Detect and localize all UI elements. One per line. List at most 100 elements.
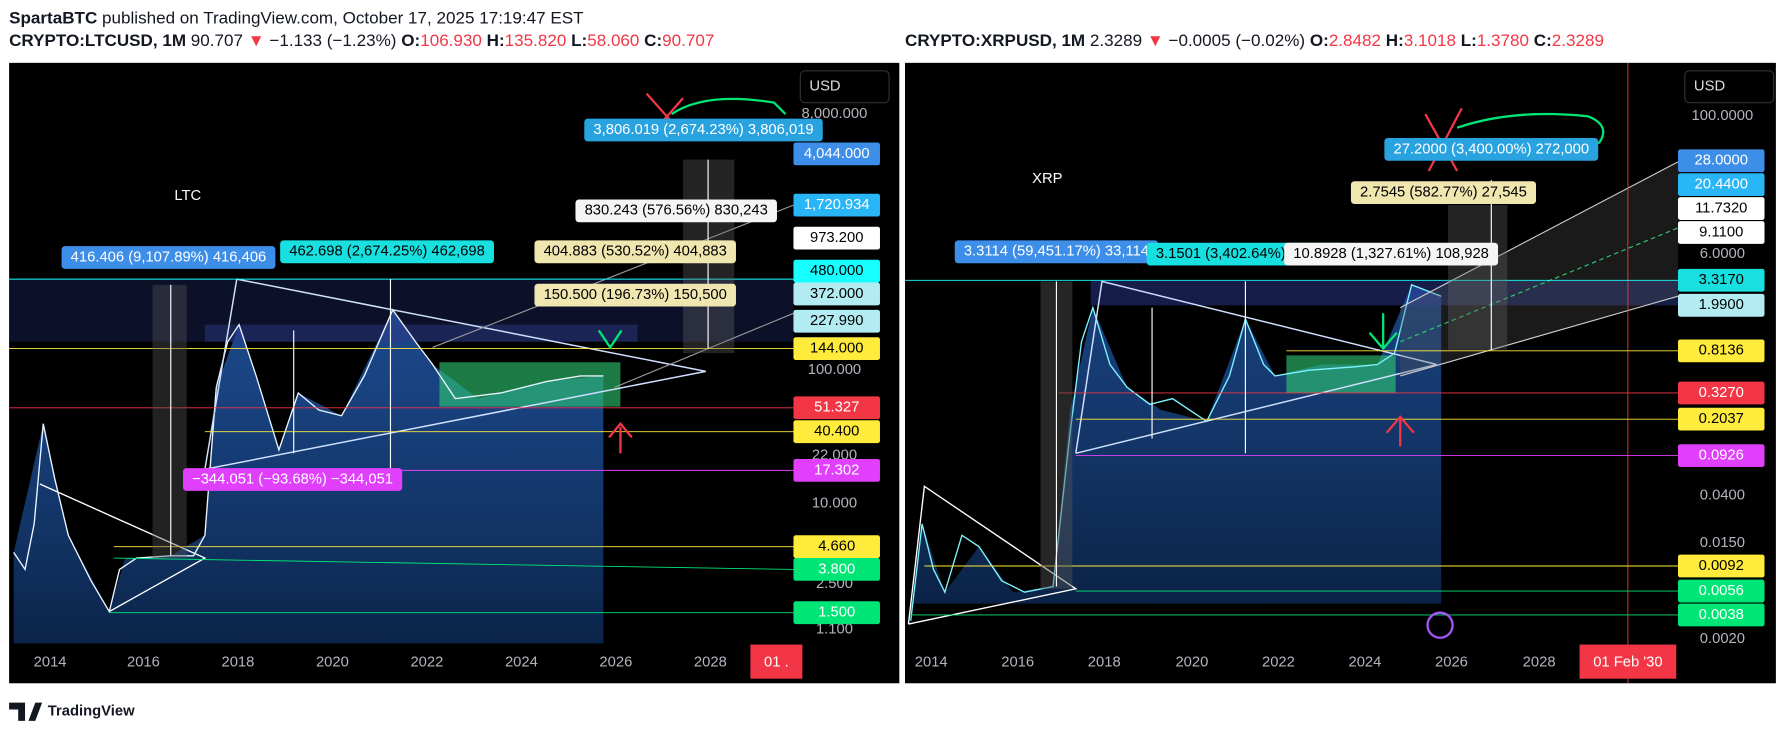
year-label: 2022: [410, 655, 443, 671]
measure-label: 150.500 (196.73%) 150,500: [544, 287, 727, 303]
year-label: 2014: [34, 655, 67, 671]
ohlc-value: 135.820: [505, 31, 567, 50]
year-label: 2024: [505, 655, 538, 671]
ohlc-value: 106.930: [420, 31, 482, 50]
price-tag-bg: [793, 142, 880, 166]
channel: [614, 312, 794, 388]
price-tag: 9.1100: [1699, 224, 1743, 240]
currency-button[interactable]: [1684, 70, 1775, 104]
channel: [1400, 227, 1679, 343]
ohlc-label: C:: [1534, 31, 1552, 50]
measure-zone: [1448, 205, 1508, 350]
change-arrow: ▼: [1147, 31, 1164, 50]
ohlc-value: 3.1018: [1404, 31, 1456, 50]
change-arrow: ▼: [248, 31, 265, 50]
year-label: 2022: [1262, 655, 1295, 671]
asset-name: XRP: [1032, 171, 1063, 187]
measure-box: [280, 240, 494, 264]
price-tag-bg: [793, 282, 880, 306]
price-tag: 0.0092: [1699, 558, 1744, 574]
price-tag: 1,720.934: [804, 197, 870, 213]
arrow: [1385, 415, 1415, 434]
price-scale-label: 1.100: [816, 622, 853, 638]
symbol: CRYPTO:XRPUSD, 1M: [905, 31, 1085, 50]
time-tag: 01 .: [764, 655, 789, 671]
triangle: [204, 278, 706, 470]
price-tag-bg: [1677, 603, 1765, 627]
price-tag-bg: [1677, 444, 1765, 467]
year-label: 2016: [1001, 655, 1034, 671]
year-label: 2026: [1435, 655, 1468, 671]
price-tag: 3.800: [818, 561, 855, 577]
channel: [1400, 161, 1678, 376]
footer-brand: TradingView: [48, 704, 135, 720]
ohlc-label: H:: [487, 31, 505, 50]
year-label: 2028: [694, 655, 727, 671]
xrp-drawings: [905, 62, 1679, 684]
measure-zone: [152, 284, 187, 559]
currency: USD: [1694, 79, 1725, 95]
ohlc-label: H:: [1386, 31, 1404, 50]
price-tag: 227.990: [810, 313, 863, 329]
price-tag: 3.3170: [1699, 272, 1744, 288]
ohlc-label: O:: [1310, 31, 1329, 50]
price-line: [910, 283, 1442, 621]
zone: [1090, 280, 1678, 306]
level: [113, 557, 794, 570]
change: −1.133 (−1.23%): [269, 31, 396, 50]
measure-box: [954, 240, 1159, 264]
year-label: 2024: [1348, 655, 1381, 671]
price-tag-bg: [793, 193, 880, 217]
price-scale-label: 0.0020: [1700, 631, 1745, 647]
price-tag: 40.400: [814, 424, 859, 440]
logo: TradingView: [9, 702, 135, 721]
year-label: 2018: [221, 655, 254, 671]
price-tag-bg: [1677, 149, 1765, 173]
price-scale-label: 10.000: [812, 495, 857, 511]
triangle: [39, 483, 207, 613]
scribble: [1456, 112, 1605, 148]
ohlc-label: L:: [571, 31, 587, 50]
author: SpartaBTC: [9, 8, 97, 27]
price-tag: 0.0038: [1699, 607, 1744, 623]
scribble: [671, 97, 787, 116]
year-label: 2020: [316, 655, 349, 671]
price-tag-bg: [1677, 579, 1765, 603]
time-tag-bg: [750, 644, 803, 679]
asset-name: LTC: [174, 188, 201, 204]
price-tag-bg: [793, 309, 880, 333]
measure-label: −344.051 (−93.68%) −344,051: [192, 471, 393, 487]
year-label: 2018: [1088, 655, 1121, 671]
ohlc-value: 90.707: [662, 31, 714, 50]
ohlc-label: C:: [644, 31, 662, 50]
price-tag-bg: [793, 337, 880, 360]
icon: [1426, 611, 1454, 639]
symbol-line: CRYPTO:LTCUSD, 1M 90.707 ▼ −1.133 (−1.23…: [9, 31, 714, 50]
measure-label: 27.2000 (3,400.00%) 272,000: [1393, 141, 1589, 157]
price-tag: 20.4400: [1695, 177, 1748, 193]
channel: [1400, 295, 1679, 377]
year-label: 2026: [599, 655, 632, 671]
chart-panel: CRYPTO:LTCUSD, 1M 90.707 ▼ −1.133 (−1.23…: [9, 31, 890, 679]
year-label: 2014: [915, 655, 948, 671]
price-tag-bg: [1677, 407, 1765, 431]
price-tag: 51.327: [814, 400, 859, 416]
price-tag: 1.9900: [1699, 297, 1744, 313]
measure-box: [1284, 242, 1499, 266]
year-label: 2020: [1175, 655, 1208, 671]
price-tag-bg: [1677, 197, 1765, 220]
price-tag: 28.0000: [1695, 153, 1748, 169]
measure-label: 416.406 (9,107.89%) 416,406: [71, 249, 267, 265]
price-scale-label: 8,000.000: [802, 106, 868, 122]
zone: [204, 324, 638, 342]
triangle: [907, 485, 1078, 625]
price-tag-bg: [1677, 268, 1765, 292]
channel: [432, 204, 794, 348]
price-tag-bg: [1677, 221, 1765, 244]
price-tag: 4,044.000: [804, 146, 870, 162]
arrow: [608, 421, 633, 439]
currency-button[interactable]: [799, 70, 890, 104]
time-tag-bg: [1579, 644, 1677, 679]
measure-box: [1350, 181, 1537, 205]
arrow: [1368, 313, 1398, 351]
